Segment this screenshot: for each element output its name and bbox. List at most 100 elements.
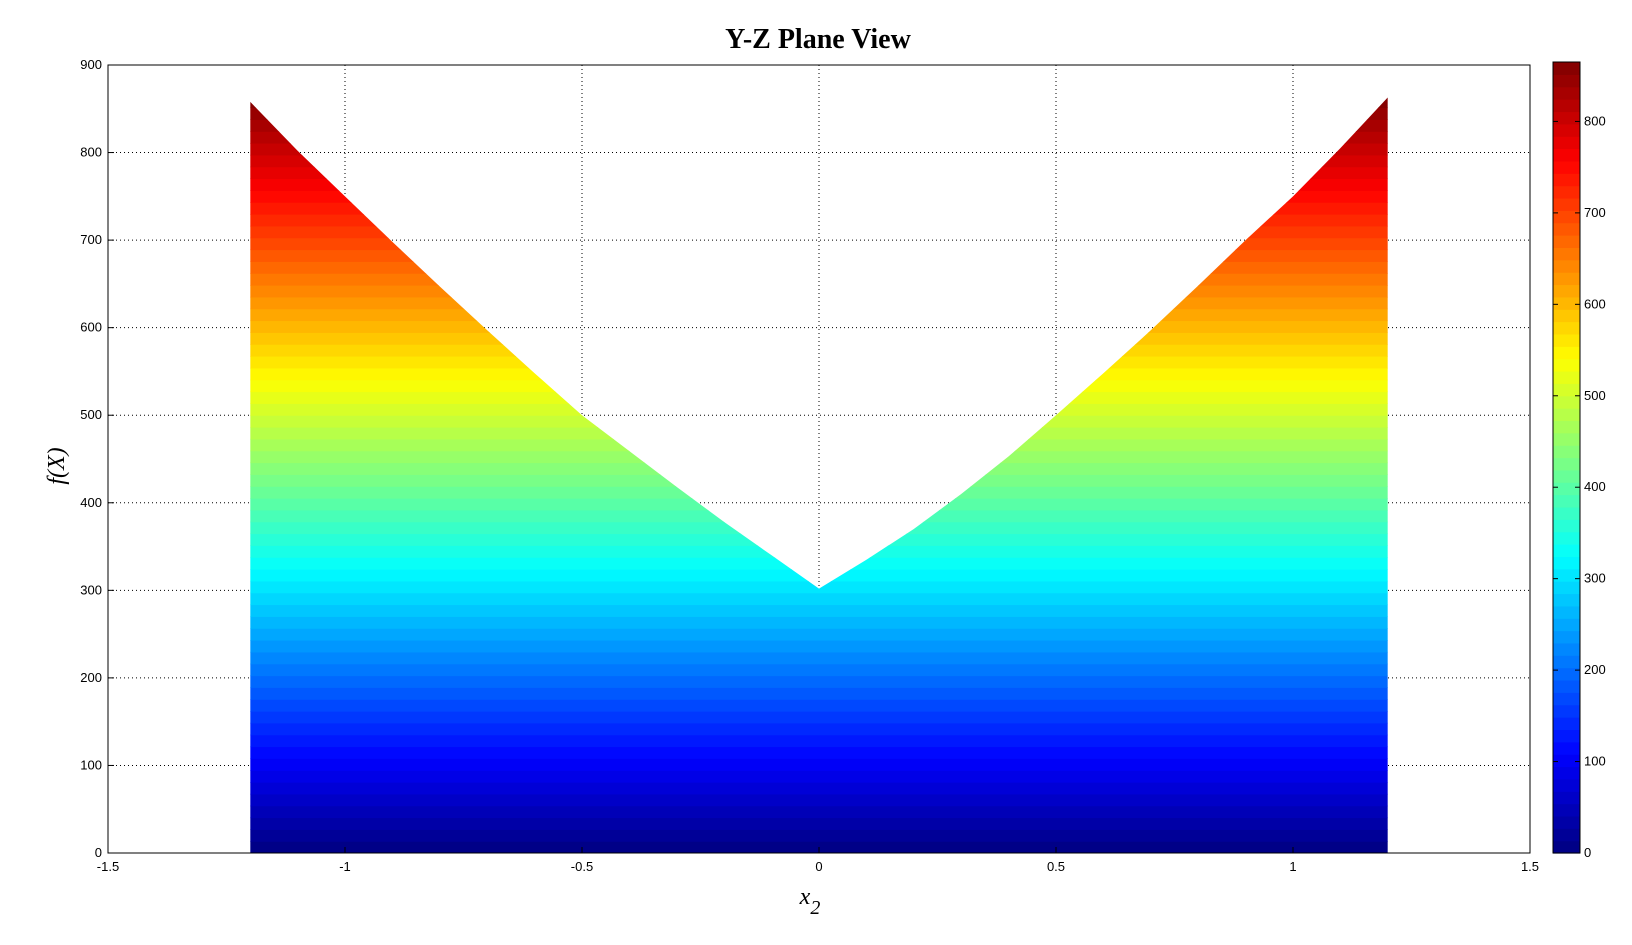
color-band: [250, 486, 1388, 499]
color-band: [250, 521, 1388, 535]
color-band: [250, 332, 1388, 345]
color-band: [250, 651, 1388, 665]
color-band: [250, 202, 1388, 215]
colorbar-segment: [1553, 469, 1580, 483]
colorbar-tick-label: 700: [1584, 205, 1606, 220]
color-band: [250, 746, 1388, 759]
color-band: [250, 580, 1388, 594]
colorbar-segment: [1553, 729, 1580, 743]
color-band: [250, 344, 1388, 357]
color-band: [250, 308, 1388, 322]
x-tick-label: 1: [1289, 859, 1296, 874]
colorbar-segment: [1553, 828, 1580, 842]
colorbar-segment: [1553, 717, 1580, 731]
color-band: [250, 225, 1388, 239]
colorbar-segment: [1553, 457, 1580, 471]
color-band: [250, 474, 1388, 487]
color-band: [250, 805, 1388, 819]
color-band: [250, 497, 1388, 511]
y-tick-label: 200: [80, 670, 102, 685]
color-band: [250, 237, 1388, 251]
colorbar-segment: [1553, 222, 1580, 236]
colorbar-tick-label: 200: [1584, 662, 1606, 677]
color-band: [250, 781, 1388, 795]
color-band: [250, 616, 1388, 629]
colorbar-segment: [1553, 309, 1580, 323]
color-band: [250, 545, 1388, 558]
colorbar-segment: [1553, 791, 1580, 805]
colorbar-segment: [1553, 445, 1580, 459]
color-band: [250, 628, 1388, 641]
color-band: [250, 284, 1388, 298]
y-tick-label: 400: [80, 495, 102, 510]
colorbar-segment: [1553, 259, 1580, 273]
colorbar-tick-label: 600: [1584, 296, 1606, 311]
color-band: [250, 675, 1388, 688]
y-axis-label: f(X): [44, 447, 70, 484]
colorbar-segment: [1553, 321, 1580, 335]
colorbar-segment: [1553, 803, 1580, 817]
colorbar-segment: [1553, 395, 1580, 409]
colorbar-segment: [1553, 111, 1580, 125]
color-band: [250, 533, 1388, 546]
colorbar-segment: [1553, 272, 1580, 286]
color-band: [250, 320, 1388, 333]
color-band: [250, 509, 1388, 523]
color-band: [250, 722, 1388, 736]
colorbar-tick-label: 800: [1584, 113, 1606, 128]
colorbar-segment: [1553, 160, 1580, 174]
color-band: [250, 557, 1388, 570]
color-band: [250, 770, 1388, 783]
y-tick-label: 600: [80, 320, 102, 335]
color-band: [250, 793, 1388, 807]
colorbar-segment: [1553, 235, 1580, 248]
colorbar-segment: [1553, 346, 1580, 360]
x-tick-label: 1.5: [1521, 859, 1539, 874]
colorbar-tick-label: 100: [1584, 754, 1606, 769]
x-axis-label: x2: [799, 884, 821, 919]
color-band: [250, 758, 1388, 771]
colorbar-segment: [1553, 210, 1580, 224]
y-tick-label: 800: [80, 145, 102, 160]
colorbar-segment: [1553, 766, 1580, 780]
color-band: [250, 568, 1388, 582]
color-band: [250, 592, 1388, 606]
colorbar-segment: [1553, 148, 1580, 162]
colorbar-segment: [1553, 704, 1580, 718]
colorbar-segment: [1553, 655, 1580, 669]
colorbar-segment: [1553, 581, 1580, 595]
colorbar-segment: [1553, 358, 1580, 372]
color-band: [250, 296, 1388, 310]
colorbar-segment: [1553, 247, 1580, 261]
colorbar-segment: [1553, 593, 1580, 607]
color-band: [250, 604, 1388, 617]
colorbar-segment: [1553, 296, 1580, 310]
x-tick-label: -1: [339, 859, 351, 874]
color-band: [250, 273, 1388, 286]
colorbar-segment: [1553, 556, 1580, 570]
color-band: [250, 663, 1388, 677]
chart-title: Y-Z Plane View: [725, 24, 911, 55]
colorbar-segment: [1553, 420, 1580, 434]
colorbar-segment: [1553, 173, 1580, 187]
colorbar-segment: [1553, 62, 1580, 75]
x-tick-label: -0.5: [571, 859, 593, 874]
colorbar-segment: [1553, 568, 1580, 582]
colorbar-segment: [1553, 408, 1580, 422]
colorbar-segment: [1553, 74, 1580, 88]
y-tick-label: 700: [80, 232, 102, 247]
y-tick-label: 300: [80, 582, 102, 597]
color-band: [250, 829, 1388, 842]
colorbar-segment: [1553, 482, 1580, 496]
color-band: [250, 639, 1388, 653]
colorbar-segment: [1553, 432, 1580, 446]
color-band: [250, 190, 1388, 203]
x-axis-label-subscript: 2: [810, 897, 820, 919]
color-band: [250, 261, 1388, 274]
color-band: [250, 213, 1388, 227]
colorbar-segment: [1553, 99, 1580, 113]
colorbar-segment: [1553, 741, 1580, 755]
colorbar-segment: [1553, 667, 1580, 681]
colorbar-tick-label: 0: [1584, 845, 1591, 860]
